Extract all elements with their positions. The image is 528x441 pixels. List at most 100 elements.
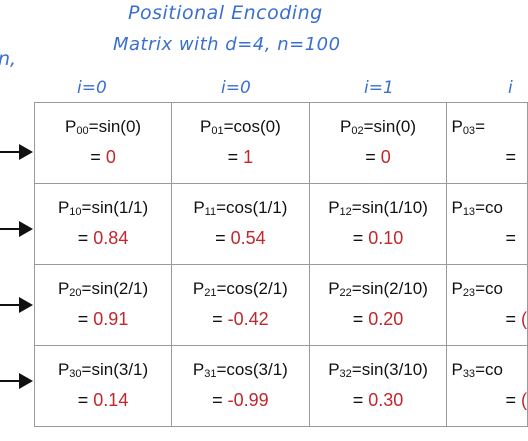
cell-index: 03 — [462, 125, 476, 137]
cell-formula: P21=cos(2/1) — [192, 279, 288, 299]
cell-value: 1 — [243, 147, 254, 167]
matrix-cell: P11=cos(1/1) = 0.54 — [171, 183, 310, 265]
cell-value-line: = 0.54 — [215, 228, 266, 248]
cell-formula: P23=co — [451, 279, 503, 299]
cell-formula: P31=cos(3/1) — [192, 360, 288, 380]
cell-index: 22 — [339, 287, 352, 299]
cell-value: 0.30 — [368, 390, 404, 410]
cell-index: 02 — [351, 125, 364, 137]
cell-index: 20 — [69, 287, 82, 299]
cell-index: 21 — [204, 287, 217, 299]
cell-expression: =cos(3/1) — [216, 360, 288, 379]
column-header-2: i=1 — [364, 78, 394, 98]
cell-index: 30 — [69, 368, 82, 380]
cell-formula: P20=sin(2/1) — [57, 279, 149, 299]
cell-expression: =sin(0) — [88, 117, 142, 136]
matrix-cell: P10=sin(1/1) = 0.84 — [33, 183, 173, 265]
cell-value-line: = 0 — [365, 147, 391, 167]
cell-formula: P01=cos(0) — [199, 117, 281, 137]
cell-expression: =sin(0) — [363, 117, 417, 136]
cell-index: 00 — [76, 125, 89, 137]
cell-value-line: = 0.20 — [352, 309, 404, 329]
cell-index: 23 — [462, 287, 476, 299]
matrix-cell: P23=co = ( — [446, 264, 528, 346]
matrix-cell: P22=sin(2/10) = 0.20 — [308, 264, 448, 346]
cell-index: 10 — [69, 206, 82, 218]
cell-formula: P33=co — [451, 360, 503, 380]
cell-value: 0.20 — [368, 309, 404, 329]
matrix-cell: P01=cos(0) = 1 — [171, 102, 310, 184]
cell-formula: P13=co — [451, 198, 503, 218]
side-text-fragment: n, — [0, 48, 17, 70]
cell-value-line: = 0.30 — [352, 390, 404, 410]
column-header-0: i=0 — [77, 78, 107, 98]
cell-expression: =cos(0) — [223, 117, 281, 136]
cell-expression: = — [475, 117, 485, 136]
cell-value-line: = ( — [505, 309, 527, 329]
cell-formula: P22=sin(2/10) — [328, 279, 428, 299]
cell-formula: P10=sin(1/1) — [57, 198, 149, 218]
matrix-cell: P20=sin(2/1) = 0.91 — [33, 264, 173, 346]
cell-value-line: = — [505, 228, 516, 248]
diagram-title-line2: Matrix with d=4, n=100 — [113, 34, 341, 55]
cell-value: -0.42 — [227, 309, 269, 329]
matrix-cell: P00=sin(0) = 0 — [33, 102, 173, 184]
cell-index: 13 — [462, 206, 476, 218]
matrix-row: P20=sin(2/1) = 0.91 P21=cos(2/1) = -0.42 P22… — [33, 264, 528, 346]
cell-value-line: = -0.99 — [212, 390, 269, 410]
matrix-cell: P31=cos(3/1) = -0.99 — [171, 345, 310, 427]
cell-expression: =sin(1/1) — [81, 198, 149, 217]
cell-value: 0 — [105, 147, 116, 167]
cell-expression: =cos(1/1) — [216, 198, 288, 217]
cell-value: 0.10 — [368, 228, 404, 248]
cell-expression: =cos(2/1) — [216, 279, 288, 298]
cell-expression: =co — [475, 198, 503, 217]
cell-index: 31 — [204, 368, 217, 380]
cell-expression: =co — [475, 360, 503, 379]
cell-value: ( — [520, 390, 527, 410]
cell-value-line: = 0.14 — [77, 390, 129, 410]
column-header-1: i=0 — [221, 78, 251, 98]
cell-value: 0.91 — [93, 309, 129, 329]
cell-value-line: = ( — [505, 390, 527, 410]
cell-value-line: = 1 — [227, 147, 254, 167]
cell-value-line: = 0 — [90, 147, 116, 167]
matrix-row: P10=sin(1/1) = 0.84 P11=cos(1/1) = 0.54 P12=… — [33, 183, 528, 265]
column-header-3: i — [508, 78, 513, 98]
matrix-cell: P32=sin(3/10) = 0.30 — [308, 345, 448, 427]
cell-value-line: = 0.84 — [77, 228, 129, 248]
matrix-cell: P03= = — [446, 102, 528, 184]
matrix-cell: P21=cos(2/1) = -0.42 — [171, 264, 310, 346]
cell-expression: =sin(2/1) — [81, 279, 149, 298]
diagram-title-line1: Positional Encoding — [128, 2, 323, 24]
matrix-cell: P30=sin(3/1) = 0.14 — [33, 345, 173, 427]
cell-formula: P12=sin(1/10) — [328, 198, 428, 218]
matrix-row: P30=sin(3/1) = 0.14 P31=cos(3/1) = -0.99 P32… — [33, 345, 528, 427]
cell-value: ( — [520, 309, 527, 329]
cell-index: 12 — [339, 206, 352, 218]
matrix-cell: P13=co = — [446, 183, 528, 265]
cell-index: 32 — [339, 368, 352, 380]
cell-formula: P03= — [451, 117, 485, 137]
cell-formula: P02=sin(0) — [340, 117, 417, 137]
cell-formula: P30=sin(3/1) — [57, 360, 149, 380]
cell-formula: P11=cos(1/1) — [193, 198, 288, 218]
cell-expression: =co — [475, 279, 503, 298]
cell-formula: P00=sin(0) — [65, 117, 142, 137]
cell-expression: =sin(2/10) — [351, 279, 428, 298]
matrix-cell: P33=co = ( — [446, 345, 528, 427]
cell-index: 01 — [211, 125, 224, 137]
cell-expression: =sin(3/10) — [351, 360, 428, 379]
cell-value-line: = 0.10 — [352, 228, 404, 248]
cell-value: 0 — [380, 147, 391, 167]
matrix-cell: P02=sin(0) = 0 — [308, 102, 448, 184]
cell-index: 33 — [462, 368, 476, 380]
cell-value: 0.14 — [93, 390, 129, 410]
cell-value-line: = — [505, 147, 516, 167]
cell-value: 0.84 — [93, 228, 129, 248]
cell-value-line: = 0.91 — [77, 309, 129, 329]
cell-index: 11 — [204, 206, 217, 218]
cell-value: 0.54 — [230, 228, 266, 248]
